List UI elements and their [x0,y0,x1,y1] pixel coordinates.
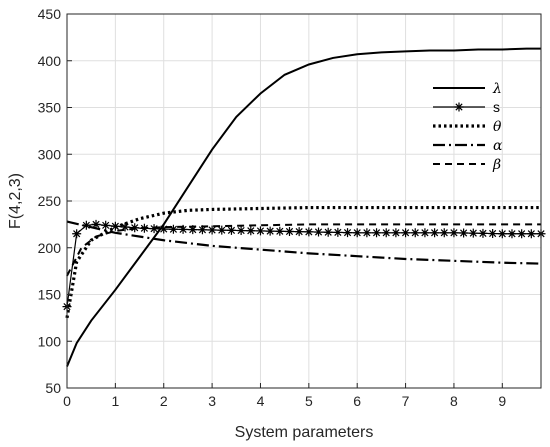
data-point [372,228,382,238]
data-point [430,228,440,238]
x-tick-label: 9 [498,393,506,409]
data-point [304,227,314,237]
data-point [236,226,246,236]
data-point [478,228,488,238]
data-point [265,226,275,236]
y-tick-label: 150 [38,287,62,303]
data-point [439,228,449,238]
data-point [255,226,265,236]
data-point [468,228,478,238]
y-tick-label: 250 [38,193,62,209]
x-tick-label: 3 [208,393,216,409]
series-1 [62,219,546,312]
data-point [507,229,517,239]
legend-item: λ [433,81,502,97]
x-tick-label: 2 [160,393,168,409]
x-tick-label: 7 [402,393,410,409]
data-point [381,228,391,238]
data-point [72,229,82,239]
data-point [159,224,169,234]
grid [66,13,541,389]
data-point [333,227,343,237]
series-line [66,223,541,277]
legend-label: α [493,138,503,154]
legend-label: θ [493,119,502,135]
data-point [391,228,401,238]
legend-item: α [433,138,503,154]
legend-label: β [492,157,501,173]
y-tick-label: 450 [38,6,62,22]
series-line [65,205,541,319]
data-point [352,228,362,238]
data-point [517,229,527,239]
data-point [168,224,178,234]
y-axis-label: F(4,2,3) [7,173,24,229]
series-markers [62,219,546,312]
data-point [178,224,188,234]
y-tick-label: 100 [38,333,62,349]
data-point [91,219,101,229]
y-tick-label: 300 [38,146,62,162]
data-point [197,225,207,235]
data-point [449,228,459,238]
legend-item: θ [433,119,502,135]
data-point [188,225,198,235]
data-point [401,228,411,238]
series-layer [62,47,546,367]
y-tick-label: 50 [45,380,61,396]
legend-item: β [433,157,501,173]
x-tick-label: 0 [63,393,71,409]
data-point [459,228,469,238]
legend-marker [454,102,464,112]
data-point [526,229,536,239]
data-point [207,225,217,235]
data-point [120,222,130,232]
data-point [81,220,91,230]
legend-item: s [433,99,500,115]
data-point [149,224,159,234]
x-axis-label: System parameters [235,424,374,441]
data-point [488,229,498,239]
y-tick-label: 350 [38,100,62,116]
y-tick-label: 400 [38,53,62,69]
data-point [217,225,227,235]
series-line [66,47,541,367]
data-point [294,227,304,237]
tick-labels: 0 1 2 3 4 5 6 7 8 9 50 100 150 200 250 300 350 400 450 [38,6,507,409]
x-tick-label: 1 [111,393,119,409]
series-0 [66,47,541,367]
data-point [410,228,420,238]
data-point [246,226,256,236]
y-tick-label: 200 [38,240,62,256]
data-point [323,227,333,237]
data-point [314,227,324,237]
data-point [226,225,236,235]
data-point [362,228,372,238]
data-point [101,220,111,230]
series-4 [66,223,541,277]
x-tick-label: 4 [257,393,265,409]
data-point [343,228,353,238]
x-tick-label: 5 [305,393,313,409]
data-point [275,226,285,236]
x-tick-label: 8 [450,393,458,409]
data-point [284,226,294,236]
data-point [420,228,430,238]
legend-label: s [493,99,500,115]
x-tick-label: 6 [353,393,361,409]
legend-label: λ [492,81,502,97]
data-point [497,229,507,239]
series-2 [65,205,541,319]
